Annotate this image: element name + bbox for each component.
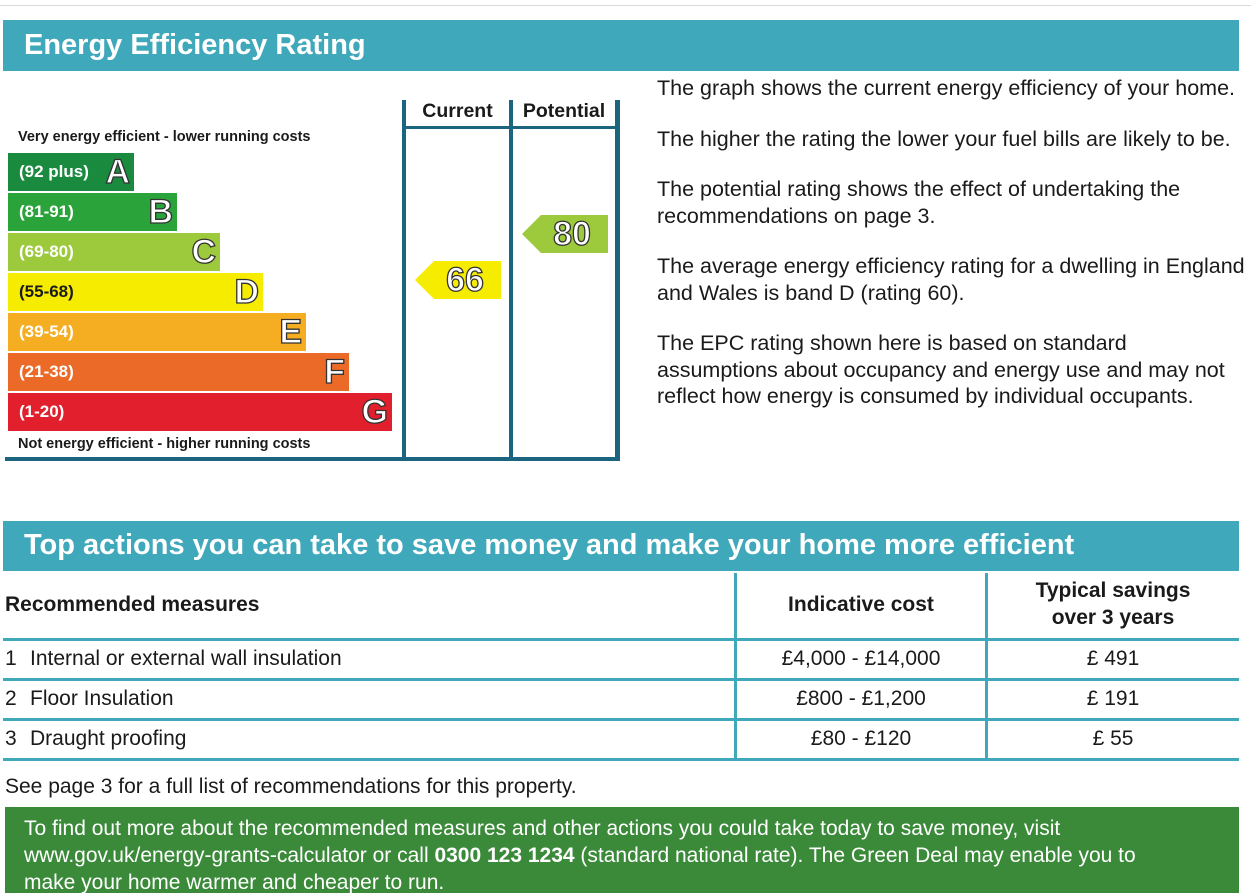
table-rule: [3, 678, 1239, 681]
table-column-rule: [734, 573, 737, 761]
chart-frame-left-bottom: [5, 457, 620, 461]
table-rule: [3, 758, 1239, 761]
phone-number: 0300 123 1234: [434, 844, 575, 867]
band-range-label: (55-68): [19, 282, 74, 301]
cost-column-header: Indicative cost: [788, 593, 934, 616]
potential-rating-value: 80: [552, 214, 591, 253]
savings-column-header-line1: Typical savings: [1035, 579, 1191, 602]
chart-divider-potential-left: [509, 100, 513, 461]
indicative-cost: £4,000 - £14,000: [781, 647, 941, 670]
current-column-header: Current: [422, 100, 493, 122]
current-rating-arrow: 66: [415, 260, 501, 300]
savings-column-header-line2: over 3 years: [1051, 606, 1175, 629]
indicative-cost: £80 - £120: [810, 727, 912, 750]
table-column-rule: [985, 573, 988, 761]
row-number: 1: [5, 647, 17, 670]
table-rule: [3, 718, 1239, 721]
rating-band-e: (39-54) E: [8, 312, 306, 352]
band-letter: B: [148, 192, 174, 231]
band-letter: C: [191, 232, 217, 271]
rating-band-a: (92 plus) A: [8, 152, 134, 192]
indicative-cost: £800 - £1,200: [796, 687, 926, 710]
current-rating-value: 66: [445, 260, 484, 299]
band-range-label: (1-20): [19, 402, 65, 421]
potential-rating-arrow-body: [541, 215, 608, 253]
info-text: www.gov.uk/energy-grants-calculator or c…: [24, 844, 435, 867]
explanation-paragraph: The graph shows the current energy effic…: [657, 76, 1236, 100]
green-deal-info-box: To find out more about the recommended m…: [5, 807, 1239, 893]
typical-savings: £ 55: [1092, 727, 1134, 750]
rating-band-f: (21-38) F: [8, 352, 349, 392]
top-caption: Very energy efficient - lower running co…: [18, 129, 311, 145]
info-line: To find out more about the recommended m…: [24, 817, 1061, 840]
band-letter: G: [361, 392, 389, 431]
band-letter: D: [234, 272, 260, 311]
rating-band-b: (81-91) B: [8, 192, 177, 232]
potential-column-header: Potential: [522, 100, 606, 122]
row-number: 3: [5, 727, 17, 750]
band-letter: E: [279, 312, 303, 351]
row-number: 2: [5, 687, 17, 710]
measure-name: Draught proofing: [30, 727, 187, 750]
potential-rating-arrow: 80: [522, 214, 608, 254]
typical-savings: £ 491: [1086, 647, 1140, 670]
info-line: make your home warmer and cheaper to run…: [24, 871, 445, 893]
info-line: www.gov.uk/energy-grants-calculator or c…: [24, 842, 1239, 869]
rating-band-d: (55-68) D: [8, 272, 263, 312]
top-divider: [0, 5, 1251, 6]
rating-section-title: Energy Efficiency Rating: [3, 20, 1239, 71]
explanation-paragraph: The higher the rating the lower your fue…: [657, 126, 1231, 151]
measure-name: Internal or external wall insulation: [30, 647, 342, 670]
band-range-label: (21-38): [19, 362, 74, 381]
table-rule: [3, 638, 1239, 641]
chart-divider-right: [615, 100, 620, 461]
info-text: (standard national rate). The Green Deal…: [574, 844, 1136, 867]
explanation-paragraph: The average energy efficiency rating for…: [657, 254, 1245, 305]
band-range-label: (69-80): [19, 242, 74, 261]
rating-explanation: The graph shows the current energy effic…: [657, 75, 1247, 434]
typical-savings: £ 191: [1086, 687, 1140, 710]
explanation-paragraph: The potential rating shows the effect of…: [657, 177, 1181, 228]
chart-header-underline: [402, 126, 620, 129]
potential-rating-arrow-tip: [522, 215, 541, 253]
rating-band-c: (69-80) C: [8, 232, 220, 272]
band-letter: A: [105, 152, 131, 191]
recommendations-footnote: See page 3 for a full list of recommenda…: [5, 775, 577, 798]
current-rating-arrow-body: [434, 261, 501, 299]
band-range-label: (92 plus): [19, 162, 89, 181]
current-rating-arrow-tip: [415, 261, 434, 299]
band-letter: F: [324, 352, 346, 391]
chart-divider-current-left: [402, 100, 406, 461]
explanation-paragraph: The EPC rating shown here is based on st…: [657, 331, 1225, 408]
band-range-label: (39-54): [19, 322, 74, 341]
actions-section-title: Top actions you can take to save money a…: [3, 521, 1239, 571]
bottom-caption: Not energy efficient - higher running co…: [18, 436, 311, 452]
measure-name: Floor Insulation: [30, 687, 174, 710]
rating-band-g: (1-20) G: [8, 392, 392, 432]
measures-column-header: Recommended measures: [5, 593, 260, 616]
band-range-label: (81-91): [19, 202, 74, 221]
energy-rating-chart: Current Potential Very energy efficient …: [0, 80, 640, 480]
